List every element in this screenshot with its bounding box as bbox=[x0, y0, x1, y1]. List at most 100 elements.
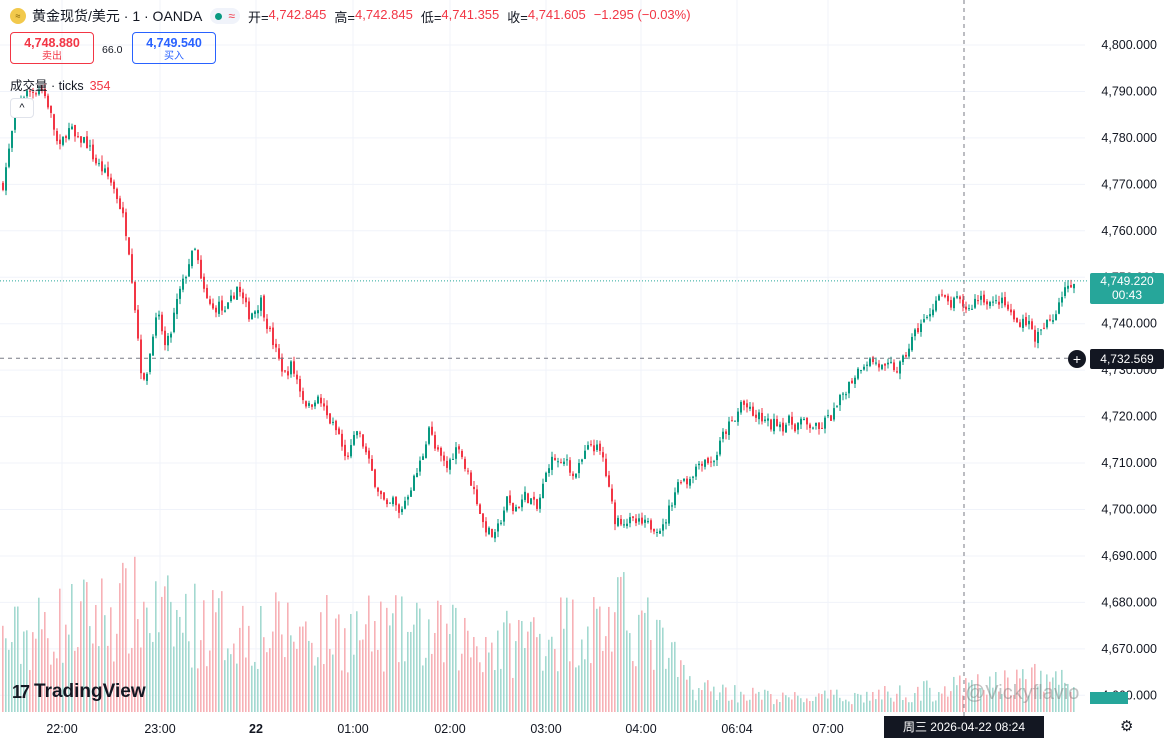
candle-body bbox=[818, 422, 820, 430]
price-tick-label: 4,760.000 bbox=[1101, 224, 1157, 238]
candle-body bbox=[485, 521, 487, 533]
volume-indicator-legend[interactable]: 成交量 · ticks 354 bbox=[10, 75, 110, 94]
volume-bar bbox=[875, 699, 877, 712]
candle-body bbox=[527, 493, 529, 504]
volume-bar bbox=[47, 638, 49, 712]
candle-body bbox=[467, 470, 469, 472]
candle-body bbox=[707, 457, 709, 464]
candle-body bbox=[149, 353, 151, 372]
volume-bar bbox=[674, 641, 676, 712]
candle-body bbox=[125, 212, 127, 237]
candle-body bbox=[929, 314, 931, 317]
symbol-title[interactable]: 黄金现货/美元 · 1 · OANDA bbox=[32, 8, 203, 24]
market-status[interactable]: ≈ bbox=[210, 8, 240, 24]
candle-body bbox=[647, 521, 649, 523]
buy-button[interactable]: 4,749.540 买入 bbox=[132, 32, 216, 64]
candle-body bbox=[1070, 285, 1072, 288]
candle-body bbox=[497, 523, 499, 532]
volume-bar bbox=[197, 668, 199, 712]
plus-icon[interactable]: + bbox=[1068, 350, 1086, 368]
candle-body bbox=[80, 136, 82, 143]
candle-body bbox=[803, 418, 805, 421]
candle-body bbox=[1040, 329, 1042, 331]
candle-body bbox=[932, 309, 934, 316]
volume-indicator-value: 354 bbox=[89, 79, 111, 93]
candle-body bbox=[1049, 319, 1051, 321]
candle-body bbox=[650, 520, 652, 530]
volume-bar bbox=[419, 608, 421, 712]
volume-bar bbox=[725, 687, 727, 712]
volume-bar bbox=[92, 643, 94, 712]
volume-bar bbox=[293, 641, 295, 712]
candle-body bbox=[515, 507, 517, 512]
volume-bar bbox=[629, 633, 631, 712]
candle-body bbox=[248, 301, 250, 320]
volume-bar bbox=[599, 606, 601, 712]
volume-bar bbox=[860, 694, 862, 712]
volume-bar bbox=[437, 600, 439, 712]
candle-body bbox=[425, 444, 427, 458]
chevron-up-icon: ^ bbox=[19, 102, 25, 114]
candle-body bbox=[908, 348, 910, 357]
candle-body bbox=[287, 371, 289, 376]
candle-body bbox=[560, 462, 562, 464]
volume-bar bbox=[506, 610, 508, 712]
volume-bar bbox=[314, 665, 316, 712]
gear-icon[interactable]: ⚙ bbox=[1120, 718, 1134, 735]
volume-bar bbox=[812, 701, 814, 712]
volume-bar bbox=[473, 636, 475, 712]
candle-body bbox=[452, 458, 454, 460]
volume-bar bbox=[266, 652, 268, 712]
volume-bar bbox=[35, 638, 37, 712]
volume-bar bbox=[248, 625, 250, 712]
candle-body bbox=[488, 527, 490, 535]
candle-body bbox=[881, 364, 883, 370]
volume-bar bbox=[962, 695, 964, 712]
candle-body bbox=[863, 366, 865, 370]
volume-bar bbox=[458, 670, 460, 712]
collapse-legend-button[interactable]: ^ bbox=[10, 98, 34, 118]
candle-body bbox=[347, 455, 349, 457]
volume-bar bbox=[815, 696, 817, 712]
candle-body bbox=[338, 428, 340, 435]
candle-body bbox=[704, 459, 706, 467]
volume-bar bbox=[1013, 694, 1015, 712]
volume-bar bbox=[227, 648, 229, 712]
candle-body bbox=[992, 301, 994, 303]
candle-body bbox=[935, 300, 937, 311]
change-value: −1.295 (−0.03%) bbox=[593, 6, 691, 22]
candle-body bbox=[944, 295, 946, 297]
volume-bar bbox=[452, 604, 454, 712]
sell-button[interactable]: 4,748.880 卖出 bbox=[10, 32, 94, 64]
candle-body bbox=[842, 393, 844, 395]
volume-bar bbox=[53, 651, 55, 712]
candle-body bbox=[965, 306, 967, 310]
volume-bar bbox=[713, 686, 715, 712]
volume-bar bbox=[989, 676, 991, 712]
tradingview-logo[interactable]: 17 TradingView bbox=[12, 681, 146, 703]
candle-body bbox=[155, 317, 157, 336]
volume-bar bbox=[722, 684, 724, 712]
time-axis[interactable]: 22:00 23:00 22 01:00 02:00 03:00 04:00 06:04 07:… bbox=[46, 722, 843, 736]
candle-body bbox=[434, 435, 436, 449]
candle-body bbox=[221, 300, 223, 311]
volume-bar bbox=[338, 614, 340, 712]
time-tick-label: 06:04 bbox=[721, 722, 752, 736]
volume-bar bbox=[392, 613, 394, 712]
volume-bar bbox=[605, 636, 607, 712]
volume-bar bbox=[851, 704, 853, 712]
candle-body bbox=[44, 88, 46, 97]
candle-body bbox=[479, 504, 481, 514]
volume-bar bbox=[980, 687, 982, 712]
candle-body bbox=[728, 421, 730, 435]
candle-body bbox=[308, 403, 310, 406]
price-axis[interactable]: 4,800.000 4,790.000 4,780.000 4,770.000 4,76… bbox=[1101, 38, 1157, 702]
candle-body bbox=[239, 286, 241, 293]
candle-body bbox=[236, 286, 238, 300]
volume-bar bbox=[953, 676, 955, 712]
volume-bar bbox=[170, 601, 172, 712]
gold-logo-icon: ≈ bbox=[10, 8, 26, 24]
volume-bar bbox=[941, 693, 943, 712]
volume-bar bbox=[23, 631, 25, 712]
